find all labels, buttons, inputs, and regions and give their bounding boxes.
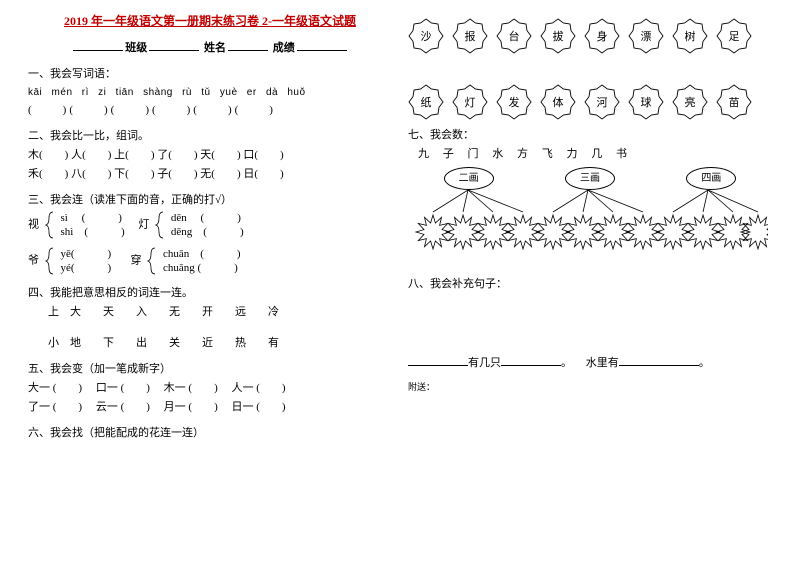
star-icon: 台 [496, 18, 532, 54]
svg-text:亮: 亮 [685, 95, 696, 109]
brace-icon [45, 210, 55, 240]
q6-row2: 纸灯发体河球亮苗 [408, 84, 772, 120]
star-icon: 足 [716, 18, 752, 54]
label [73, 37, 123, 51]
svg-text:拔: 拔 [553, 29, 564, 43]
svg-text:体: 体 [553, 95, 564, 109]
svg-text:苗: 苗 [729, 96, 740, 109]
appendix: 附送： [408, 380, 772, 395]
q6t: 六、我会找（把能配成的花连一连） [28, 424, 392, 443]
right-column: 沙 报 台 拔 身 漂 树 足 纸 灯 发 体 河 球 亮 苗 七、我会数： 九 子 门 水 方 飞 力 几… [400, 12, 780, 553]
star-icon: 体 [540, 84, 576, 120]
title: 2019 年一年级语文第一册期末练习卷 2-一年级语文试题 [28, 12, 392, 29]
svg-text:漂: 漂 [641, 30, 652, 43]
svg-text:河: 河 [597, 96, 608, 109]
connection-diagram [408, 190, 768, 260]
q4: 四、我能把意思相反的词连一连。 上 大 天 入 无 开 远 冷 小 地 下 出 … [28, 284, 392, 352]
q3: 三、我会连（读准下面的音，正确的打√） 视 sì ( )shì ( ) 灯 dē… [28, 191, 392, 276]
star-icon: 亮 [672, 84, 708, 120]
brace-icon [147, 246, 157, 276]
header: 班级 姓名 成绩 [28, 37, 392, 55]
star-icon: 树 [672, 18, 708, 54]
star-icon: 身 [584, 18, 620, 54]
q6-row1: 沙报台拔身漂树足 [408, 18, 772, 54]
svg-text:球: 球 [641, 95, 652, 109]
svg-text:足: 足 [729, 31, 740, 43]
svg-text:发: 发 [509, 95, 520, 109]
svg-text:沙: 沙 [421, 30, 432, 43]
svg-text:树: 树 [685, 29, 696, 43]
star-icon: 灯 [452, 84, 488, 120]
star-icon: 报 [452, 18, 488, 54]
q2: 二、我会比一比，组词。 木( ) 人( ) 上( ) 了( ) 天( ) 口( … [28, 127, 392, 183]
star-icon: 球 [628, 84, 664, 120]
star-icon: 漂 [628, 18, 664, 54]
svg-text:纸: 纸 [421, 96, 432, 109]
star-icon: 河 [584, 84, 620, 120]
q1: 一、我会写词语： kāi mén rì zi tiān shàng rù tǔ … [28, 65, 392, 119]
star-icon: 发 [496, 84, 532, 120]
svg-text:报: 报 [465, 29, 476, 43]
star-icon: 纸 [408, 84, 444, 120]
q5: 五、我会变（加一笔成新字） 大一 ( ) 口一 ( ) 木一 ( ) 人一 ( … [28, 360, 392, 416]
brace-icon [45, 246, 55, 276]
q8: 八、我会补充句子： 有几只。 水里有。 [408, 275, 772, 372]
star-icon: 沙 [408, 18, 444, 54]
brace-icon [155, 210, 165, 240]
star-icon: 苗 [716, 84, 752, 120]
svg-text:台: 台 [509, 29, 520, 43]
q7: 七、我会数： 九 子 门 水 方 飞 力 几 书 二画 三画 四画 [408, 126, 772, 267]
svg-text:灯: 灯 [465, 96, 476, 109]
svg-text:身: 身 [597, 29, 608, 43]
left-column: 2019 年一年级语文第一册期末练习卷 2-一年级语文试题 班级 姓名 成绩 一… [20, 12, 400, 553]
star-icon: 拔 [540, 18, 576, 54]
